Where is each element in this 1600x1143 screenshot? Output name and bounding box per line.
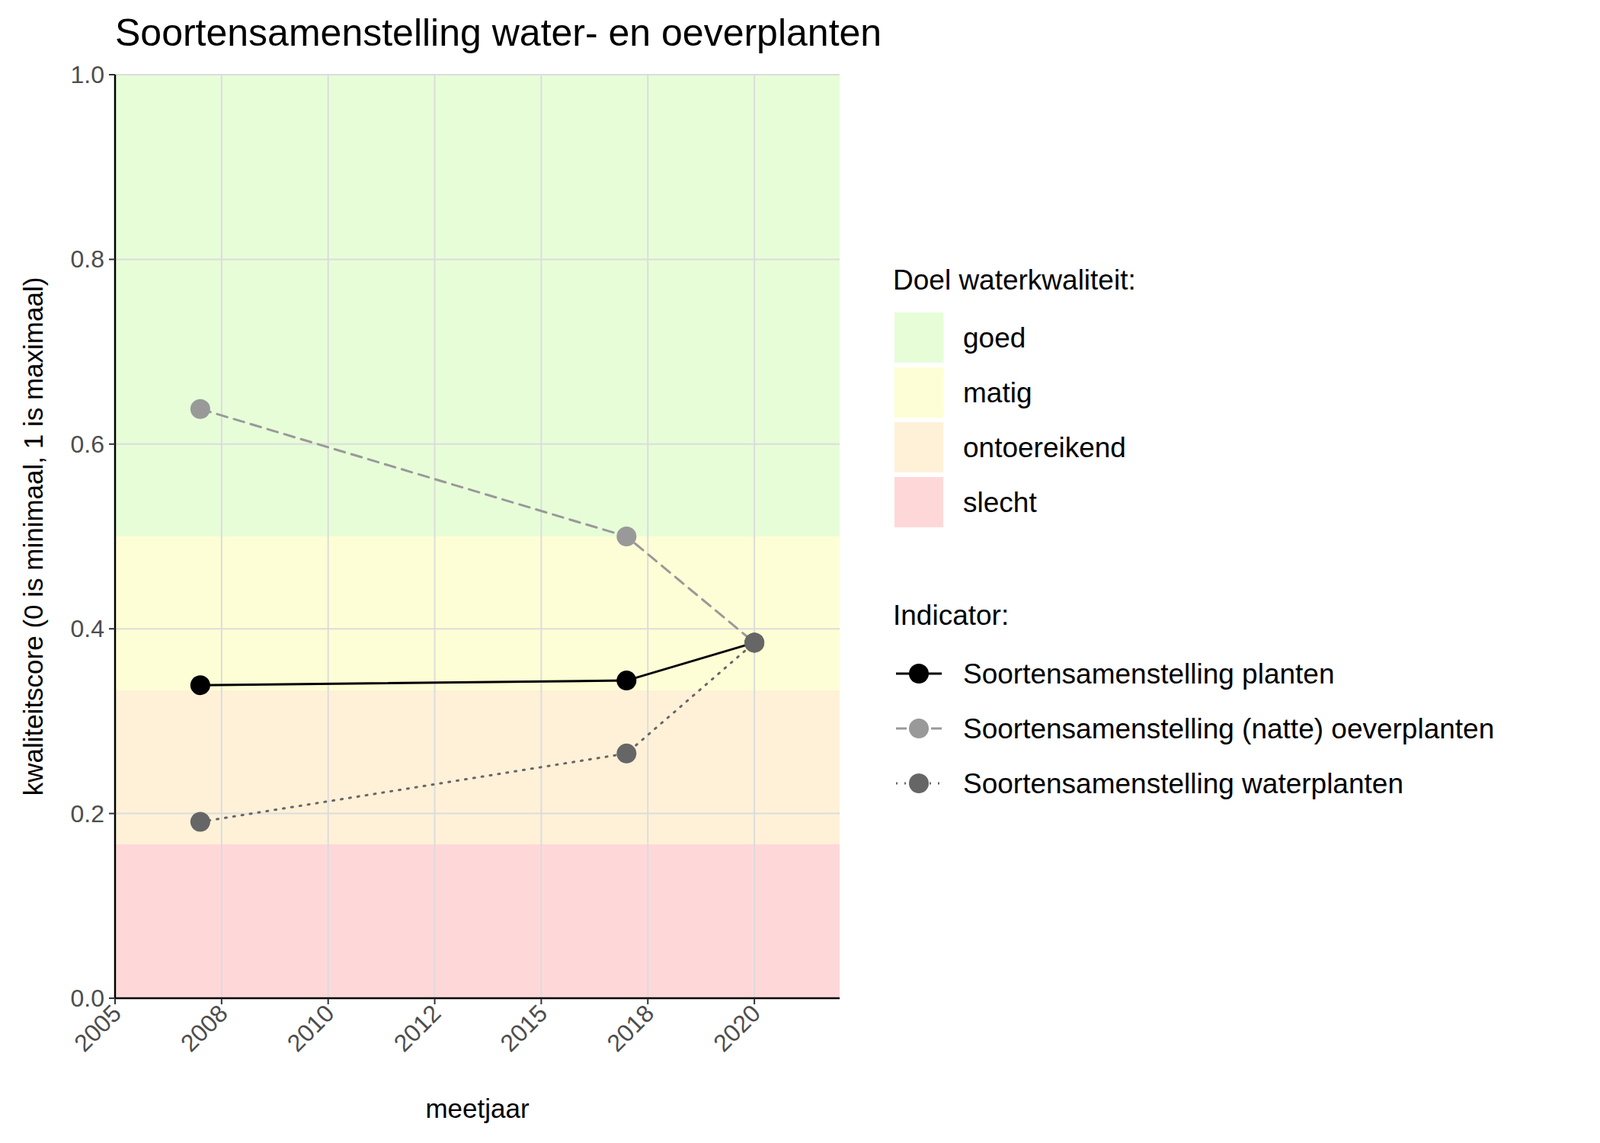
x-tick bbox=[434, 998, 436, 1005]
legend-key bbox=[894, 422, 944, 473]
grid bbox=[115, 74, 840, 999]
legend-label: goed bbox=[963, 322, 1026, 354]
point bbox=[190, 812, 211, 832]
title: Soortensamenstelling water- en oeverplan… bbox=[115, 11, 882, 55]
point bbox=[744, 632, 765, 653]
legend-label: Soortensamenstelling waterplanten bbox=[963, 768, 1404, 800]
legend-label: slecht bbox=[963, 486, 1037, 519]
legend-key bbox=[908, 663, 929, 684]
x-tick-label: 2005 bbox=[68, 998, 127, 1057]
legend-label: Soortensamenstelling (natte) oeverplante… bbox=[963, 713, 1495, 745]
grid-line bbox=[540, 74, 542, 999]
x-axis bbox=[115, 997, 840, 1000]
legend-key bbox=[908, 718, 929, 739]
grid-line bbox=[114, 74, 116, 999]
grid-line bbox=[115, 997, 840, 999]
band bbox=[115, 844, 840, 999]
series-line bbox=[200, 409, 755, 644]
x-axis-label: meetjaar bbox=[425, 1093, 530, 1124]
y-tick bbox=[108, 997, 116, 999]
x-tick bbox=[753, 998, 756, 1005]
x-tick-label: 2020 bbox=[707, 998, 766, 1057]
x-tick bbox=[540, 998, 542, 1005]
band bbox=[115, 74, 840, 537]
y-tick-label: 0.4 bbox=[70, 614, 105, 643]
grid-line bbox=[115, 258, 840, 260]
point bbox=[616, 670, 637, 691]
legend-key bbox=[894, 312, 944, 363]
legend-label: matig bbox=[963, 377, 1032, 409]
x-tick-label: 2010 bbox=[281, 998, 340, 1057]
grid-line bbox=[115, 443, 840, 445]
x-tick-label: 2018 bbox=[601, 998, 660, 1057]
y-tick-label: 0.2 bbox=[70, 800, 105, 828]
bands bbox=[115, 74, 840, 999]
grid-line bbox=[753, 74, 756, 999]
grid-line bbox=[220, 74, 223, 999]
point bbox=[190, 399, 211, 420]
grid-line bbox=[327, 74, 330, 999]
series-group bbox=[190, 399, 765, 832]
chart: Soortensamenstelling water- en oeverplan… bbox=[0, 0, 1600, 1143]
grid-line bbox=[115, 73, 840, 76]
legend-title: Indicator: bbox=[892, 599, 1009, 631]
legend-key bbox=[894, 476, 944, 528]
x-tick bbox=[114, 998, 116, 1005]
point bbox=[190, 675, 211, 695]
legend-key bbox=[908, 773, 929, 794]
point bbox=[744, 632, 765, 653]
y-tick bbox=[108, 812, 116, 815]
y-tick bbox=[108, 443, 116, 445]
y-tick-label: 1.0 bbox=[70, 60, 105, 89]
y-tick bbox=[108, 627, 116, 630]
point bbox=[616, 526, 637, 547]
y-axis-label: kwaliteitscore (0 is minimaal, 1 is maxi… bbox=[18, 277, 48, 797]
band bbox=[115, 536, 840, 691]
point bbox=[744, 632, 765, 653]
grid-line bbox=[115, 627, 840, 630]
x-tick bbox=[327, 998, 330, 1005]
grid-line bbox=[115, 812, 840, 815]
series-line bbox=[200, 642, 755, 685]
legend-key bbox=[894, 367, 944, 418]
legend-label: Soortensamenstelling planten bbox=[963, 658, 1335, 690]
y-tick bbox=[108, 73, 116, 76]
y-tick-label: 0.6 bbox=[70, 430, 105, 458]
x-tick bbox=[220, 998, 223, 1005]
y-axis bbox=[114, 74, 117, 999]
x-tick-label: 2012 bbox=[388, 998, 447, 1057]
grid-line bbox=[646, 74, 649, 999]
legend-label: ontoereikend bbox=[963, 432, 1127, 464]
y-tick bbox=[108, 258, 116, 260]
legend-title: Doel waterkwaliteit: bbox=[892, 264, 1136, 296]
x-tick-label: 2008 bbox=[175, 998, 234, 1057]
grid-line bbox=[434, 74, 436, 999]
band bbox=[115, 690, 840, 845]
x-tick-label: 2015 bbox=[495, 998, 554, 1057]
x-tick bbox=[646, 998, 649, 1005]
y-tick-label: 0.8 bbox=[70, 245, 105, 273]
series-line bbox=[200, 642, 755, 822]
point bbox=[616, 743, 637, 764]
